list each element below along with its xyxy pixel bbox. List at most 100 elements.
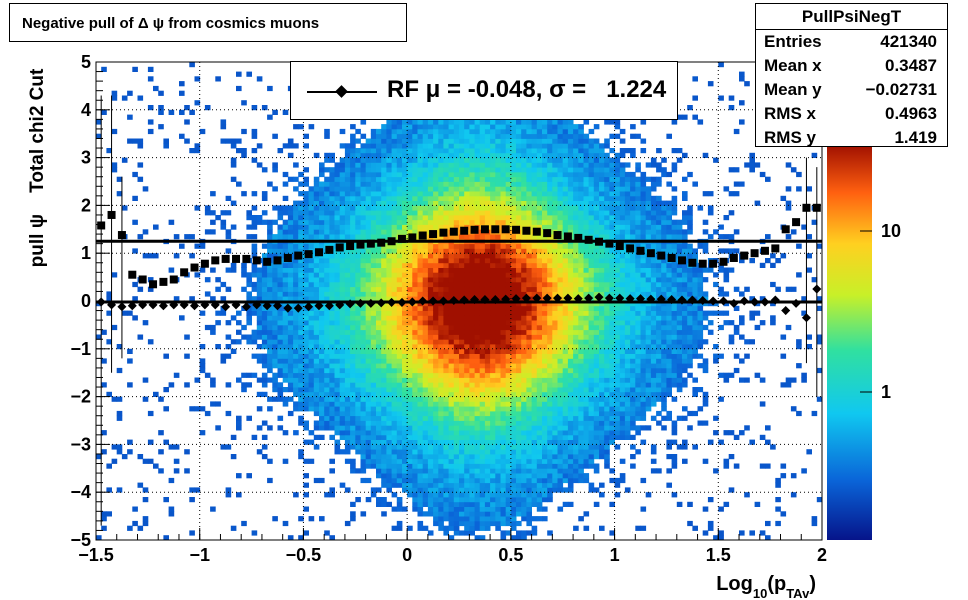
- heatmap-cell: [453, 463, 460, 469]
- heatmap-cell: [396, 128, 403, 135]
- heatmap-cell: [448, 262, 455, 268]
- heatmap-cell: [536, 487, 543, 493]
- heatmap-cell: [370, 463, 377, 469]
- heatmap-cell: [339, 482, 346, 488]
- heatmap-cell: [427, 387, 434, 393]
- heatmap-cell: [516, 148, 522, 154]
- heatmap-cell: [282, 219, 289, 225]
- heatmap-cell: [396, 224, 403, 230]
- heatmap-cell: [329, 234, 335, 240]
- heatmap-cell: [438, 492, 444, 498]
- heatmap-cell: [220, 210, 227, 216]
- heatmap-cell: [293, 291, 299, 297]
- heatmap-cell: [365, 258, 372, 264]
- heatmap-cell: [391, 339, 398, 345]
- heatmap-cell: [370, 176, 377, 182]
- heatmap-cell: [448, 363, 455, 369]
- heatmap-cell: [298, 277, 304, 283]
- heatmap-cell: [443, 277, 449, 283]
- heatmap-cell: [339, 410, 346, 417]
- heatmap-cell: [516, 324, 522, 331]
- heatmap-cell: [365, 248, 372, 254]
- heatmap-cell: [339, 406, 346, 412]
- heatmap-cell: [412, 468, 418, 474]
- heatmap-cell: [479, 200, 486, 206]
- heatmap-cell: [261, 195, 268, 201]
- heatmap-cell: [464, 205, 470, 211]
- heatmap-cell: [464, 281, 470, 288]
- heatmap-cell: [479, 258, 486, 264]
- heatmap-cell: [516, 281, 522, 288]
- heatmap-cell: [547, 272, 553, 278]
- heatmap-cell: [308, 382, 315, 388]
- heatmap-cell: [459, 277, 465, 283]
- heatmap-cell: [562, 487, 569, 493]
- heatmap-cell: [370, 277, 377, 283]
- heatmap-cell: [184, 138, 190, 144]
- heatmap-cell: [526, 181, 532, 187]
- heatmap-cell: [474, 339, 481, 345]
- heatmap-cell: [324, 133, 330, 139]
- heatmap-cell: [505, 143, 512, 149]
- heatmap-cell: [495, 434, 501, 440]
- heatmap-cell: [391, 377, 398, 383]
- heatmap-cell: [459, 305, 465, 311]
- heatmap-cell: [422, 463, 429, 469]
- heatmap-cell: [505, 234, 512, 240]
- heatmap-cell: [230, 176, 237, 182]
- heatmap-cell: [127, 90, 133, 96]
- heatmap-cell: [267, 329, 273, 335]
- heatmap-cell: [505, 133, 512, 139]
- heatmap-cell: [448, 243, 455, 249]
- heatmap-cell: [339, 320, 346, 326]
- heatmap-cell: [365, 305, 372, 311]
- heatmap-cell: [459, 492, 465, 498]
- heatmap-cell: [495, 305, 501, 311]
- heatmap-cell: [272, 324, 278, 331]
- heatmap-cell: [391, 296, 398, 302]
- heatmap-cell: [215, 320, 221, 326]
- heatmap-cell: [443, 391, 449, 397]
- heatmap-cell: [453, 119, 460, 125]
- heatmap-cell: [510, 434, 517, 440]
- heatmap-cell: [536, 506, 543, 512]
- heatmap-cell: [293, 387, 299, 393]
- heatmap-cell: [360, 176, 367, 182]
- heatmap-cell: [490, 458, 496, 464]
- heatmap-cell: [516, 143, 522, 149]
- heatmap-cell: [427, 358, 434, 364]
- heatmap-cell: [542, 171, 548, 178]
- heatmap-cell: [350, 133, 356, 139]
- heatmap-cell: [256, 281, 263, 288]
- heatmap-cell: [412, 138, 418, 144]
- heatmap-cell: [469, 195, 475, 201]
- heatmap-cell: [355, 167, 361, 173]
- heatmap-cell: [407, 463, 413, 469]
- heatmap-cell: [402, 310, 408, 316]
- heatmap-cell: [313, 344, 320, 350]
- heatmap-cell: [427, 420, 434, 426]
- heatmap-cell: [531, 181, 538, 187]
- heatmap-cell: [344, 258, 351, 264]
- heatmap-cell: [407, 152, 413, 158]
- heatmap-cell: [516, 176, 522, 182]
- heatmap-cell: [490, 334, 496, 340]
- heatmap-cell: [438, 262, 444, 268]
- heatmap-cell: [557, 454, 564, 460]
- heatmap-cell: [298, 363, 304, 369]
- heatmap-cell: [261, 377, 268, 383]
- heatmap-cell: [562, 339, 569, 345]
- heatmap-cell: [500, 148, 507, 154]
- heatmap-cell: [360, 344, 367, 350]
- heatmap-cell: [453, 219, 460, 225]
- heatmap-cell: [365, 157, 372, 163]
- heatmap-cell: [521, 181, 527, 187]
- heatmap-cell: [396, 434, 403, 440]
- heatmap-cell: [427, 339, 434, 345]
- heatmap-cell: [552, 305, 558, 311]
- heatmap-cell: [526, 171, 532, 178]
- heatmap-cell: [402, 334, 408, 340]
- heatmap-cell: [360, 305, 367, 311]
- heatmap-cell: [370, 492, 377, 498]
- heatmap-cell: [308, 387, 315, 393]
